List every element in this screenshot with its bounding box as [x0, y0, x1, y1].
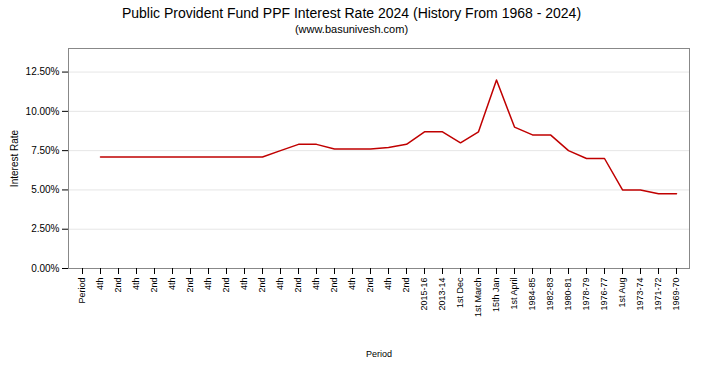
svg-text:Period: Period — [77, 278, 87, 304]
svg-text:10.00%: 10.00% — [26, 106, 60, 117]
svg-text:Period: Period — [366, 349, 392, 359]
svg-text:7.50%: 7.50% — [31, 145, 59, 156]
svg-text:4th: 4th — [167, 278, 177, 291]
svg-text:4th: 4th — [131, 278, 141, 291]
svg-text:2nd: 2nd — [185, 278, 195, 293]
svg-text:1976-77: 1976-77 — [599, 278, 609, 311]
svg-text:15th Jan: 15th Jan — [491, 278, 501, 313]
svg-text:1971-72: 1971-72 — [653, 278, 663, 311]
svg-text:4th: 4th — [275, 278, 285, 291]
svg-text:2nd: 2nd — [293, 278, 303, 293]
svg-text:2015-16: 2015-16 — [419, 278, 429, 311]
svg-text:2nd: 2nd — [113, 278, 123, 293]
svg-text:1984-85: 1984-85 — [527, 278, 537, 311]
svg-text:4th: 4th — [383, 278, 393, 291]
svg-text:1st Dec: 1st Dec — [455, 277, 465, 308]
svg-text:1978-79: 1978-79 — [581, 278, 591, 311]
svg-text:2nd: 2nd — [257, 278, 267, 293]
svg-text:4th: 4th — [239, 278, 249, 291]
svg-text:1980-81: 1980-81 — [563, 278, 573, 311]
svg-text:4th: 4th — [203, 278, 213, 291]
svg-text:1973-74: 1973-74 — [635, 278, 645, 311]
svg-text:2nd: 2nd — [365, 278, 375, 293]
svg-text:2nd: 2nd — [221, 278, 231, 293]
svg-text:1st April: 1st April — [509, 278, 519, 310]
svg-text:2013-14: 2013-14 — [437, 278, 447, 311]
html-text:Public Provident Fund PPF Inte: Public Provident Fund PPF Interest Rate … — [121, 5, 581, 21]
svg-text:2.50%: 2.50% — [31, 223, 59, 234]
svg-text:4th: 4th — [95, 278, 105, 291]
svg-text:4th: 4th — [347, 278, 357, 291]
svg-text:12.50%: 12.50% — [26, 66, 60, 77]
svg-text:2nd: 2nd — [149, 278, 159, 293]
svg-text:4th: 4th — [311, 278, 321, 291]
html-text:(www.basunivesh.com): (www.basunivesh.com) — [295, 23, 408, 35]
svg-text:1982-83: 1982-83 — [545, 278, 555, 311]
svg-text:2nd: 2nd — [329, 278, 339, 293]
svg-text:0.00%: 0.00% — [31, 263, 59, 274]
svg-text:Interest Rate: Interest Rate — [9, 129, 20, 187]
svg-text:5.00%: 5.00% — [31, 184, 59, 195]
svg-text:1st Aug: 1st Aug — [617, 278, 627, 308]
svg-text:2nd: 2nd — [401, 278, 411, 293]
svg-text:1st March: 1st March — [473, 278, 483, 318]
svg-text:1969-70: 1969-70 — [671, 278, 681, 311]
